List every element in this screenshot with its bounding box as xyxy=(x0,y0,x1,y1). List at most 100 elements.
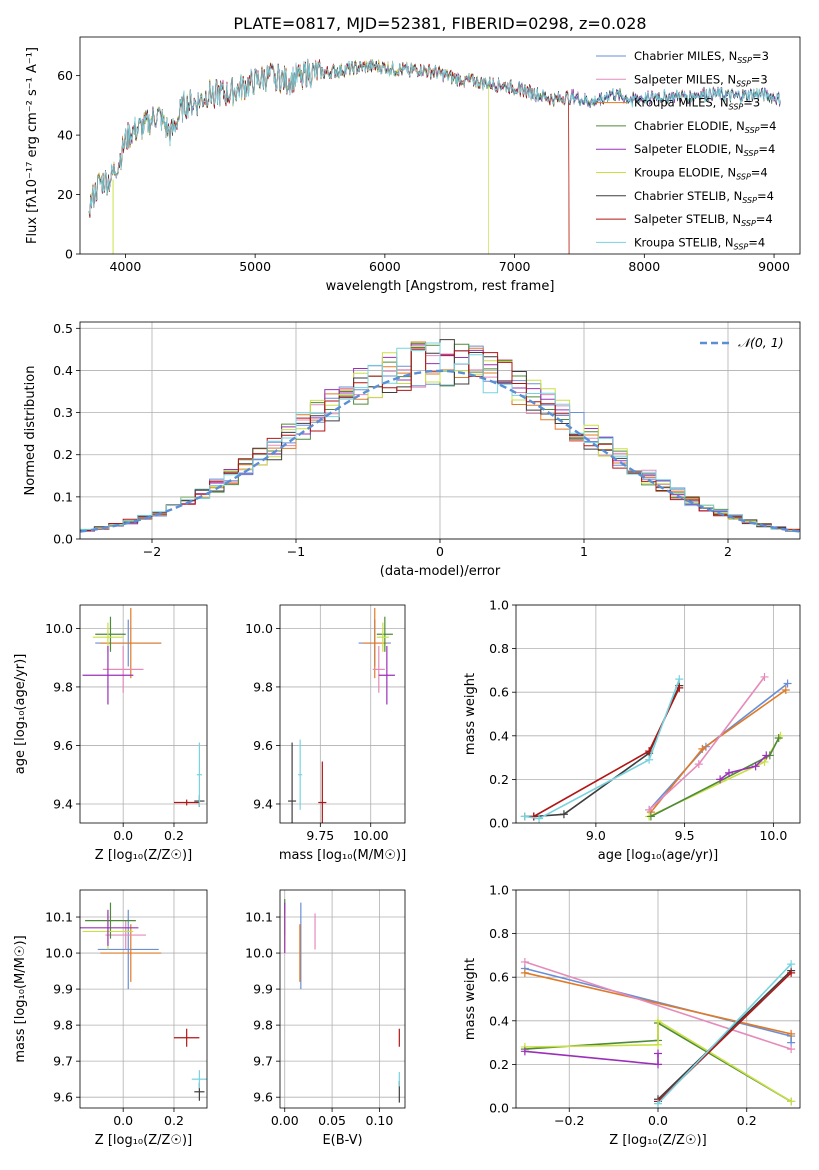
y-tick-label: 9.8 xyxy=(53,1018,73,1033)
weight-marker xyxy=(787,968,796,977)
x-tick-label: 9.75 xyxy=(306,828,334,843)
weight-marker xyxy=(520,1047,529,1056)
x-axis-label: E(B-V) xyxy=(322,1133,362,1148)
y-tick-label: 9.8 xyxy=(53,679,73,694)
legend-label: Salpeter MILES, NSSP=3 xyxy=(634,72,768,88)
y-axis-label: Normed distribution xyxy=(23,366,38,496)
legend-suffix: =3 xyxy=(751,72,768,86)
panel-weight-vs-Z: −0.2 0.0 0.2 0.0 0.2 0.4 0.6 0.8 1.0 Z [log₁₀(Z/Z… xyxy=(463,883,801,1148)
weight-line xyxy=(533,687,681,818)
weight-marker xyxy=(760,672,769,681)
plot-area xyxy=(520,957,796,1108)
x-axis-label: mass [log₁₀(M/M☉)] xyxy=(279,848,406,863)
y-tick-label: 0.2 xyxy=(489,1057,509,1072)
weight-line xyxy=(650,737,780,818)
x-tick-label: 10.0 xyxy=(759,828,787,843)
weight-marker xyxy=(698,744,707,753)
panel-spectrum: 4000 5000 6000 7000 8000 9000 0 20 40 60 wavelengt… xyxy=(25,36,801,294)
axes-frame xyxy=(279,604,406,824)
weight-marker xyxy=(646,812,655,821)
y-tick-label: 0.2 xyxy=(489,772,509,787)
panel-age-vs-mass: 9.75 10.00 9.4 9.6 9.8 10.0 mass [log₁₀(M/M☉)] xyxy=(245,604,406,863)
y-axis-label: mass weight xyxy=(463,673,478,755)
x-tick-label: 0.00 xyxy=(271,1113,299,1128)
y-tick-label: 40 xyxy=(57,128,73,143)
weight-marker xyxy=(654,1060,662,1069)
legend-subscript: SSP xyxy=(729,103,744,112)
panel-mass-vs-ebv: 0.00 0.05 0.10 9.6 9.7 9.8 9.9 10.0 10.1 E(B-V) xyxy=(245,889,406,1148)
legend-suffix: =3 xyxy=(752,49,769,63)
x-tick-label: 5000 xyxy=(239,259,271,274)
weight-marker xyxy=(762,751,771,760)
weight-line xyxy=(524,678,681,820)
x-tick-label: 8000 xyxy=(628,259,660,274)
panels-layer: 4000 5000 6000 7000 8000 90000204060wavelengt… xyxy=(13,36,801,1148)
weight-marker xyxy=(783,679,792,688)
legend-suffix: =4 xyxy=(757,189,774,203)
x-tick-label: 7000 xyxy=(499,259,531,274)
weight-marker xyxy=(787,960,796,969)
legend-label: Salpeter ELODIE, NSSP=4 xyxy=(634,142,775,158)
weight-marker xyxy=(787,1045,796,1054)
x-tick-label: 0.0 xyxy=(113,828,133,843)
x-tick-label: 0.2 xyxy=(737,1113,757,1128)
weight-marker xyxy=(520,957,529,966)
legend-label: Kroupa STELIB, NSSP=4 xyxy=(634,235,765,251)
axes-frame xyxy=(79,36,801,255)
legend-suffix: =4 xyxy=(758,142,775,156)
weight-marker xyxy=(529,812,538,821)
y-tick-label: 0.0 xyxy=(53,532,73,547)
y-tick-label: 60 xyxy=(57,68,73,83)
figure-title: PLATE=0817, MJD=52381, FIBERID=0298, z=0… xyxy=(233,14,646,33)
weight-marker xyxy=(654,1040,662,1049)
y-tick-label: 0.5 xyxy=(53,321,73,336)
y-tick-label: 10.0 xyxy=(245,946,273,961)
y-tick-label: 9.4 xyxy=(253,796,273,811)
weight-marker xyxy=(535,814,544,823)
plot-area xyxy=(520,672,792,823)
legend-suffix: =4 xyxy=(748,235,765,249)
y-tick-label: 9.6 xyxy=(53,738,73,753)
x-axis-label: age [log₁₀(age/yr)] xyxy=(598,848,719,863)
y-tick-label: 0.1 xyxy=(53,489,73,504)
y-tick-label: 9.9 xyxy=(253,982,273,997)
x-tick-label: 4000 xyxy=(109,259,141,274)
legend-suffix: =4 xyxy=(756,212,773,226)
y-tick-label: 9.8 xyxy=(253,1018,273,1033)
weight-line xyxy=(648,735,782,818)
legend-suffix: =4 xyxy=(751,166,768,180)
y-tick-label: 9.9 xyxy=(53,982,73,997)
plot-area xyxy=(80,902,207,1101)
histogram-step xyxy=(80,342,800,532)
x-axis-label: Z [log₁₀(Z/Z☉)] xyxy=(95,1133,192,1148)
legend-subscript: SSP xyxy=(742,196,757,205)
y-tick-label: 10.0 xyxy=(45,946,73,961)
plot-area xyxy=(288,607,395,823)
y-tick-label: 9.7 xyxy=(253,1054,273,1069)
axes-frame xyxy=(279,889,406,1109)
x-tick-label: −1 xyxy=(287,544,305,559)
y-tick-label: 0.3 xyxy=(53,405,73,420)
x-tick-label: 9.5 xyxy=(675,828,695,843)
y-tick-label: 0.8 xyxy=(489,641,509,656)
legend-suffix: =3 xyxy=(743,96,760,110)
legend-label: Kroupa ELODIE, NSSP=4 xyxy=(634,166,768,182)
axes-frame xyxy=(79,604,208,824)
x-tick-label: 10.00 xyxy=(353,828,389,843)
weight-marker xyxy=(694,760,703,769)
weight-line xyxy=(524,685,681,818)
legend-subscript: SSP xyxy=(736,79,751,88)
y-tick-label: 20 xyxy=(57,187,73,202)
weight-marker xyxy=(559,810,568,819)
weight-marker xyxy=(787,1029,796,1038)
y-tick-label: 0.4 xyxy=(53,363,73,378)
x-axis-label: Z [log₁₀(Z/Z☉)] xyxy=(609,1133,706,1148)
y-axis-label: mass [log₁₀(M/M☉)] xyxy=(13,935,28,1062)
y-tick-label: 9.4 xyxy=(53,796,73,811)
x-tick-label: 0.0 xyxy=(648,1113,668,1128)
legend-subscript: SSP xyxy=(741,219,756,228)
y-tick-label: 10.0 xyxy=(45,621,73,636)
y-tick-label: 10.1 xyxy=(45,910,73,925)
normal-curve xyxy=(80,369,800,533)
